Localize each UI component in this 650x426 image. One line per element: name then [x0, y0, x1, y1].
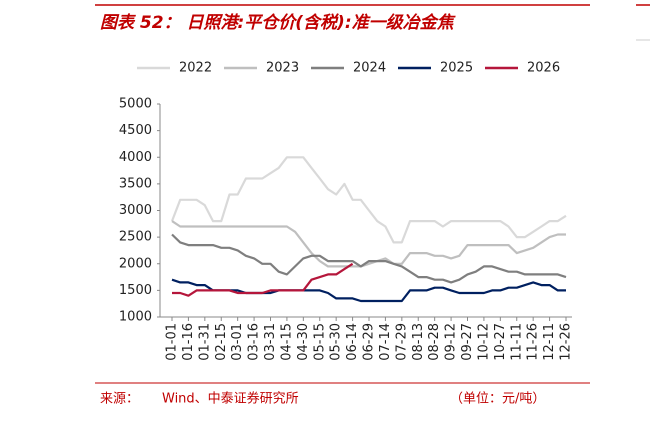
x-tick-label: 11-26 [526, 323, 541, 361]
x-tick-label: 01-31 [197, 323, 212, 361]
y-tick-label: 1500 [119, 283, 152, 298]
x-tick-label: 07-14 [378, 323, 393, 361]
y-tick-label: 4500 [119, 123, 152, 138]
x-tick-label: 10-27 [493, 323, 508, 361]
chart-title: 图表 52： 日照港:平仓价(含税):准一级冶金焦 [100, 13, 457, 33]
series-line [170, 156, 567, 244]
y-tick-label: 5000 [119, 97, 152, 112]
x-tick-label: 02-15 [214, 323, 229, 361]
y-tick-label: 1000 [119, 310, 152, 325]
x-tick-label: 08-13 [411, 323, 426, 361]
y-tick-label: 4000 [119, 150, 152, 165]
x-tick-label: 03-31 [263, 323, 278, 361]
y-tick-label: 2000 [119, 256, 152, 271]
x-tick-label: 08-28 [427, 323, 442, 361]
x-tick-label: 09-12 [444, 323, 459, 361]
y-tick-label: 2500 [119, 230, 152, 245]
legend-label: 2026 [527, 61, 560, 76]
x-tick-label: 11-11 [509, 323, 524, 361]
legend-label: 2023 [266, 61, 299, 76]
x-tick-label: 12-11 [542, 323, 557, 361]
y-tick-label: 3500 [119, 176, 152, 191]
x-tick-label: 06-14 [345, 323, 360, 361]
x-tick-label: 06-29 [362, 323, 377, 361]
x-tick-label: 07-29 [394, 323, 409, 361]
x-tick-label: 09-27 [460, 323, 475, 361]
unit: （单位：元/吨） [450, 392, 545, 407]
x-tick-label: 05-15 [312, 323, 327, 361]
legend-label: 2022 [179, 61, 212, 76]
x-tick-label: 05-30 [329, 323, 344, 361]
series-line [171, 220, 566, 268]
x-tick-label: 04-15 [279, 323, 294, 361]
legend-label: 2024 [353, 61, 386, 76]
source: Wind、中泰证券研究所 [162, 391, 299, 407]
series-line [171, 278, 566, 303]
x-tick-label: 03-01 [230, 323, 245, 361]
x-tick-label: 01-16 [181, 323, 196, 361]
legend-label: 2025 [440, 61, 473, 76]
source-label: 来源： [100, 392, 139, 407]
y-tick-label: 3000 [119, 203, 152, 218]
x-tick-label: 10-12 [476, 323, 491, 361]
series-line [171, 233, 567, 284]
x-tick-label: 01-01 [165, 323, 180, 361]
x-tick-label: 12-26 [559, 323, 574, 361]
series-line [172, 262, 354, 297]
x-tick-label: 04-30 [296, 323, 311, 361]
x-tick-label: 03-16 [247, 323, 262, 361]
